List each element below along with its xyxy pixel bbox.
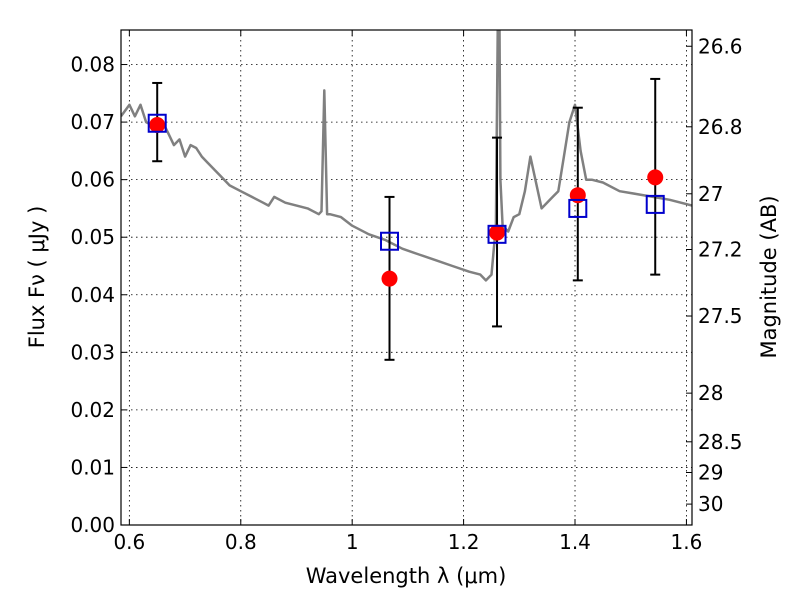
y-axis-label-text: Flux Fν ( μJy ) bbox=[25, 206, 49, 349]
plot-area bbox=[121, 30, 692, 361]
y-axis-label: Flux Fν ( μJy ) bbox=[25, 206, 49, 349]
x-tick-label: 1.2 bbox=[448, 530, 480, 554]
y-tick-label: 0.02 bbox=[70, 398, 115, 422]
observed-point bbox=[489, 224, 506, 241]
model-photometry-point bbox=[380, 231, 400, 251]
observed-point bbox=[647, 169, 664, 186]
x-tick-label: 1 bbox=[346, 530, 359, 554]
x-axis-label: Wavelength λ (μm) bbox=[306, 564, 507, 588]
plot-frame bbox=[120, 29, 693, 526]
y-tick-label: 0.00 bbox=[70, 513, 115, 537]
y2-tick-label: 27.2 bbox=[698, 238, 743, 262]
model-photometry-point bbox=[645, 194, 665, 214]
y2-tick-label: 30 bbox=[698, 492, 723, 516]
x-tick-label: 0.8 bbox=[225, 530, 257, 554]
observed-point bbox=[381, 270, 398, 287]
x-tick-label: 1.6 bbox=[671, 530, 703, 554]
y2-tick-label: 27.5 bbox=[698, 304, 743, 328]
y-tick-label: 0.01 bbox=[70, 455, 115, 479]
model-sed-line bbox=[121, 30, 692, 282]
grid bbox=[121, 30, 692, 526]
observed-point bbox=[149, 116, 166, 133]
y2-tick-label: 29 bbox=[698, 461, 723, 485]
y2-axis-label: Magnitude (AB) bbox=[757, 195, 781, 358]
axes: 0.6 0.8 1 1.2 1.4 1.6 0.00 0.01 0.02 0.03 0.04 0.05… bbox=[70, 30, 743, 554]
model-photometry-point bbox=[487, 224, 507, 244]
model-photometry-point bbox=[147, 113, 167, 133]
y-tick-label: 0.03 bbox=[70, 340, 115, 364]
y-tick-label: 0.07 bbox=[70, 110, 115, 134]
y2-tick-label: 27 bbox=[698, 182, 723, 206]
x-axis-label-text: Wavelength λ (μm) bbox=[306, 564, 507, 588]
y2-tick-label: 28.5 bbox=[698, 430, 743, 454]
y2-tick-label: 26.6 bbox=[698, 34, 743, 58]
y2-tick-label: 26.8 bbox=[698, 115, 743, 139]
x-tick-label: 1.4 bbox=[559, 530, 591, 554]
y2-axis-label-text: Magnitude (AB) bbox=[757, 195, 781, 358]
y-tick-label: 0.06 bbox=[70, 168, 115, 192]
x-tick-label: 0.6 bbox=[113, 530, 145, 554]
y-tick-label: 0.08 bbox=[70, 53, 115, 77]
y2-tick-label: 28 bbox=[698, 381, 723, 405]
y-tick-label: 0.04 bbox=[70, 283, 115, 307]
y-tick-label: 0.05 bbox=[70, 225, 115, 249]
model-photometry-point bbox=[568, 198, 588, 218]
